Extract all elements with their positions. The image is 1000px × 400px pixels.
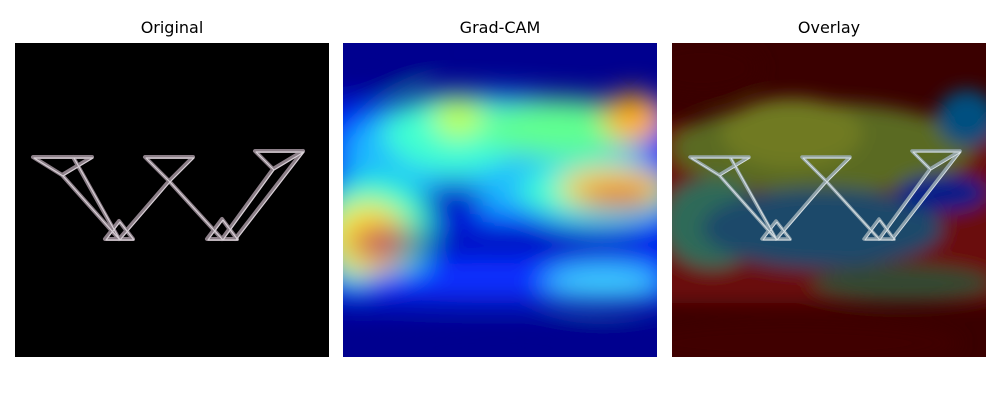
gradcam-heatmap <box>343 43 657 357</box>
gradcam-title: Grad-CAM <box>459 18 541 37</box>
overlay-image <box>672 43 986 357</box>
original-image <box>15 43 329 357</box>
overlay-title: Overlay <box>797 18 861 37</box>
original-title: Original <box>140 18 204 37</box>
